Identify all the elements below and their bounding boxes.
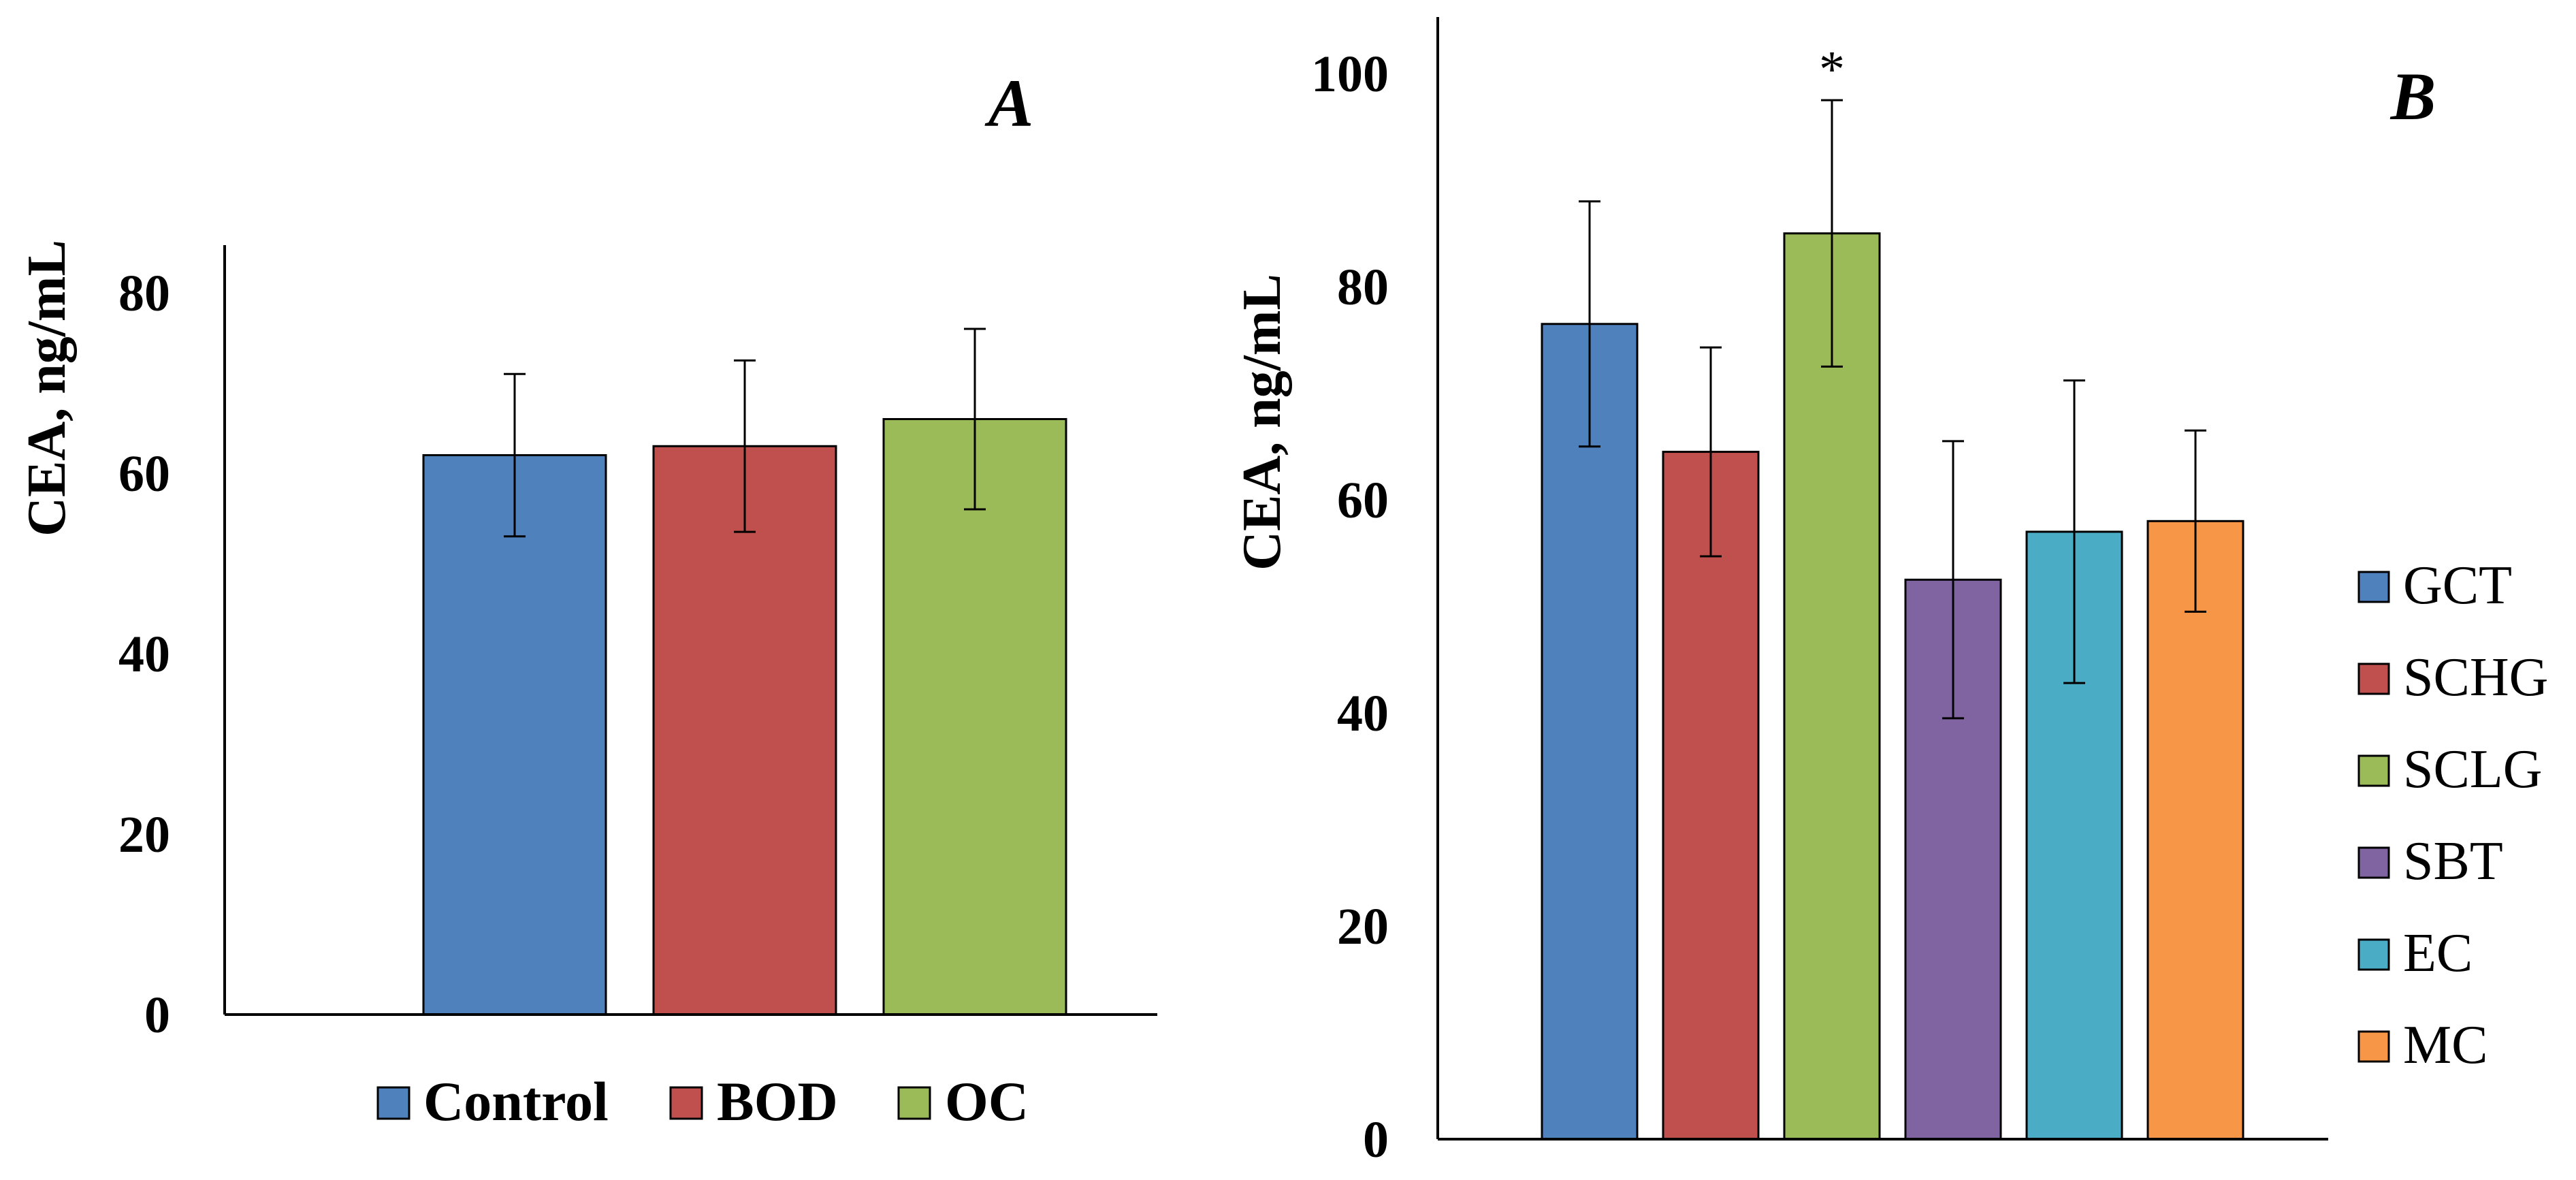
bar-bod bbox=[652, 445, 837, 1016]
y-tick-label: 80 bbox=[118, 265, 170, 322]
y-tick-label: 60 bbox=[118, 445, 170, 503]
significance-marker: * bbox=[1819, 41, 1845, 98]
legend-item: SCHG bbox=[2357, 648, 2548, 707]
legend-swatch bbox=[2357, 754, 2390, 787]
error-bar-sclg bbox=[1821, 99, 1843, 368]
y-axis-label: CEA, ng/mL bbox=[1232, 274, 1292, 571]
legend-swatch bbox=[2357, 938, 2390, 971]
panel-label: A bbox=[984, 65, 1034, 141]
error-bar-sbt bbox=[1942, 440, 1964, 720]
error-bar-ec bbox=[2063, 379, 2085, 684]
y-tick-label: 60 bbox=[1337, 472, 1389, 529]
legend-swatch bbox=[2357, 846, 2390, 879]
legend-label: GCT bbox=[2403, 556, 2512, 616]
legend-label: SCHG bbox=[2403, 648, 2548, 707]
panel-label: B bbox=[2390, 59, 2436, 134]
y-tick-label: 40 bbox=[1337, 685, 1389, 742]
legend-swatch bbox=[2357, 663, 2390, 695]
y-tick-label: 80 bbox=[1337, 259, 1389, 316]
chart-panel-a: 0 20 40 60 80 CEA, ng/mL A Control BOD OC bbox=[17, 65, 1157, 1132]
chart-panel-b: * 0 20 40 60 80 100 CEA, ng/mL B GCT SCHG SCLG SBT EC… bbox=[1232, 17, 2548, 1168]
legend-item: BOD bbox=[669, 1070, 838, 1132]
bar-mc bbox=[2146, 520, 2244, 1141]
legend-swatch bbox=[669, 1086, 703, 1120]
legend-item: EC bbox=[2357, 923, 2473, 983]
legend-label: SCLG bbox=[2403, 739, 2543, 799]
legend-item: OC bbox=[897, 1070, 1029, 1132]
legend-item: SBT bbox=[2357, 831, 2503, 891]
legend: GCT SCHG SCLG SBT EC MC bbox=[2357, 556, 2548, 1075]
bar-oc bbox=[882, 418, 1067, 1016]
legend-label: Control bbox=[423, 1070, 609, 1132]
y-tick-label: 100 bbox=[1311, 46, 1389, 103]
bar-schg bbox=[1662, 451, 1760, 1141]
legend-label: EC bbox=[2403, 923, 2473, 983]
legend-swatch bbox=[2357, 571, 2390, 603]
y-tick-label: 20 bbox=[1337, 898, 1389, 955]
legend-label: MC bbox=[2403, 1015, 2488, 1075]
legend-label: SBT bbox=[2403, 831, 2503, 891]
legend-swatch bbox=[376, 1086, 410, 1120]
legend-label: OC bbox=[945, 1070, 1029, 1132]
legend-label: BOD bbox=[717, 1070, 838, 1132]
error-bar-gct bbox=[1579, 200, 1600, 448]
legend-item: MC bbox=[2357, 1015, 2488, 1075]
error-bar-control bbox=[504, 372, 526, 538]
legend-item: Control bbox=[376, 1070, 609, 1132]
error-bar-oc bbox=[964, 328, 986, 511]
legend-swatch bbox=[2357, 1030, 2390, 1063]
y-tick-label: 40 bbox=[118, 626, 170, 683]
legend-item: GCT bbox=[2357, 556, 2512, 616]
legend: Control BOD OC bbox=[376, 1070, 1029, 1132]
bar-control bbox=[422, 454, 607, 1016]
error-bar-mc bbox=[2185, 429, 2206, 613]
bar-gct bbox=[1541, 323, 1639, 1141]
legend-item: SCLG bbox=[2357, 739, 2543, 799]
y-tick-label: 0 bbox=[1363, 1111, 1389, 1168]
error-bar-schg bbox=[1700, 346, 1722, 558]
y-tick-label: 0 bbox=[144, 987, 170, 1044]
y-tick-label: 20 bbox=[118, 806, 170, 863]
error-bar-bod bbox=[734, 359, 756, 533]
y-axis-label: CEA, ng/mL bbox=[17, 240, 77, 537]
bar-sclg bbox=[1783, 232, 1881, 1141]
legend-swatch bbox=[897, 1086, 931, 1120]
